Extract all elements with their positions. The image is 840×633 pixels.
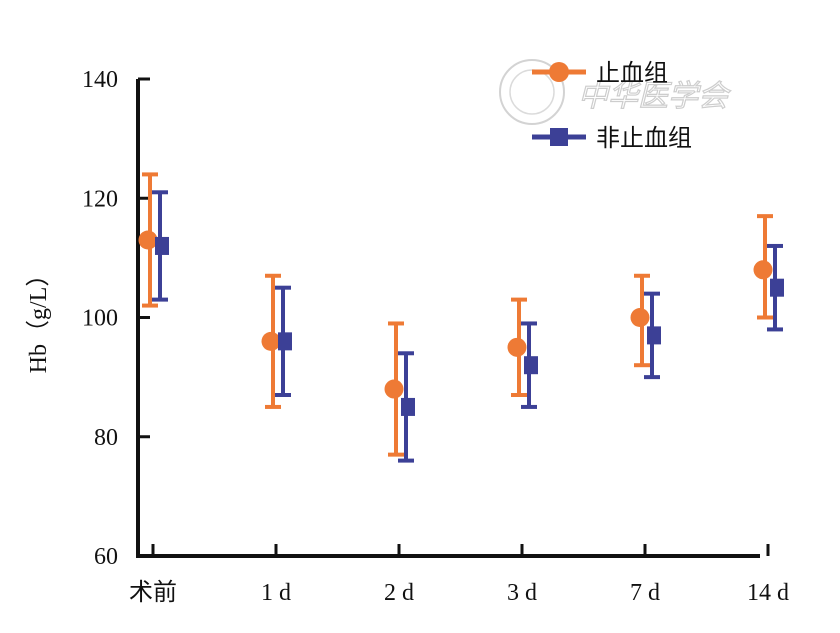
series-markers-1 [155, 236, 784, 416]
point-1-5 [770, 278, 784, 297]
point-0-3 [507, 337, 527, 357]
point-1-4 [647, 326, 661, 345]
point-0-4 [630, 308, 650, 327]
x-tick-label-0: 术前 [129, 579, 177, 606]
x-tick-label-4: 7 d [630, 580, 660, 606]
point-0-1 [261, 331, 281, 351]
point-1-3 [524, 356, 538, 375]
y-tick-label-80: 80 [94, 425, 118, 451]
watermark-text: 中华医学会 [578, 79, 731, 114]
axes: 60 80 100 120 140 术前 1 d 2 d 3 d 7 d 14 d [82, 67, 789, 606]
data-marks [138, 172, 784, 463]
legend-label-0: 止血组 [596, 59, 668, 87]
series-0 [142, 172, 773, 457]
x-tick-label-3: 3 d [507, 580, 537, 606]
y-axis-title: Hb（g/L） [26, 263, 52, 374]
series-markers-0 [138, 230, 773, 399]
point-1-2 [401, 397, 415, 416]
point-1-1 [278, 332, 292, 351]
legend-label-1: 非止血组 [596, 124, 692, 152]
x-tick-label-2: 2 d [384, 580, 414, 606]
watermark-seal-inner-icon [509, 69, 555, 115]
point-0-0 [138, 230, 158, 250]
series-1 [152, 190, 783, 463]
legend-marker-0 [549, 62, 569, 82]
watermark-seal-icon [499, 59, 565, 125]
y-tick-label-60: 60 [94, 544, 118, 570]
point-1-0 [155, 236, 169, 255]
x-tick-label-1: 1 d [261, 580, 291, 606]
point-0-2 [384, 379, 404, 399]
y-tick-label-100: 100 [82, 306, 118, 332]
x-tick-label-5: 14 d [747, 580, 789, 606]
legend-marker-1 [550, 128, 568, 146]
y-tick-label-120: 120 [82, 186, 118, 212]
point-0-5 [753, 260, 773, 280]
y-tick-label-140: 140 [82, 67, 118, 93]
watermark: 中华医学会 [499, 59, 732, 125]
